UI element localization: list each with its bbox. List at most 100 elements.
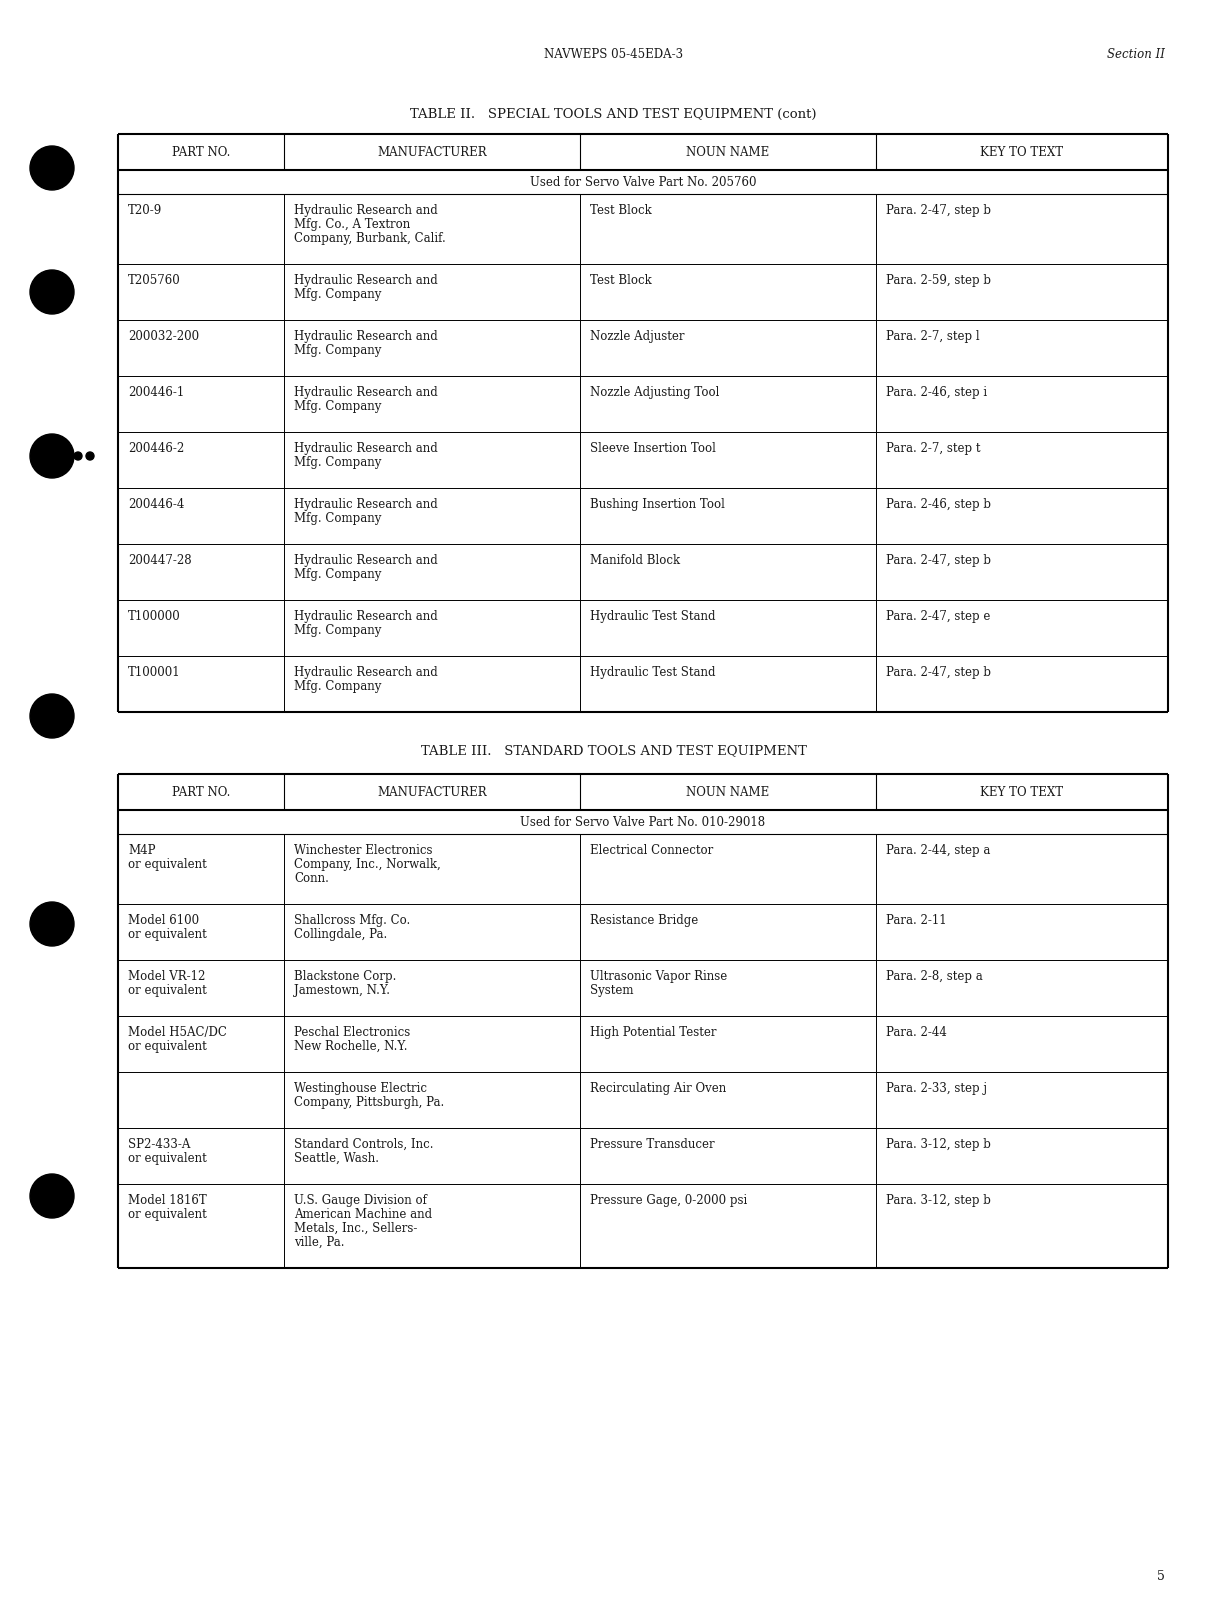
Text: Westinghouse Electric: Westinghouse Electric	[294, 1081, 427, 1096]
Text: Blackstone Corp.: Blackstone Corp.	[294, 969, 396, 984]
Circle shape	[29, 146, 74, 191]
Text: M4P: M4P	[128, 844, 156, 857]
Text: 5: 5	[1157, 1570, 1164, 1583]
Text: TABLE III.   STANDARD TOOLS AND TEST EQUIPMENT: TABLE III. STANDARD TOOLS AND TEST EQUIP…	[421, 743, 806, 758]
Text: Collingdale, Pa.: Collingdale, Pa.	[294, 928, 388, 940]
Circle shape	[74, 452, 82, 460]
Text: Mfg. Company: Mfg. Company	[294, 569, 382, 582]
Text: PART NO.: PART NO.	[172, 785, 231, 798]
Text: MANUFACTURER: MANUFACTURER	[377, 146, 487, 159]
Text: or equivalent: or equivalent	[128, 1152, 207, 1165]
Text: or equivalent: or equivalent	[128, 928, 207, 940]
Circle shape	[29, 902, 74, 947]
Text: Electrical Connector: Electrical Connector	[590, 844, 713, 857]
Text: U.S. Gauge Division of: U.S. Gauge Division of	[294, 1193, 427, 1206]
Text: 200032-200: 200032-200	[128, 330, 199, 343]
Text: KEY TO TEXT: KEY TO TEXT	[980, 785, 1064, 798]
Text: T205760: T205760	[128, 274, 180, 287]
Text: Bushing Insertion Tool: Bushing Insertion Tool	[590, 498, 725, 511]
Text: Pressure Transducer: Pressure Transducer	[590, 1137, 714, 1150]
Text: Para. 2-44, step a: Para. 2-44, step a	[886, 844, 990, 857]
Text: Mfg. Company: Mfg. Company	[294, 679, 382, 694]
Text: Model 1816T: Model 1816T	[128, 1193, 207, 1206]
Text: Para. 2-46, step i: Para. 2-46, step i	[886, 386, 988, 399]
Circle shape	[29, 271, 74, 314]
Text: Para. 2-59, step b: Para. 2-59, step b	[886, 274, 991, 287]
Text: Peschal Electronics: Peschal Electronics	[294, 1025, 410, 1040]
Text: 200446-1: 200446-1	[128, 386, 184, 399]
Text: PART NO.: PART NO.	[172, 146, 231, 159]
Text: 200447-28: 200447-28	[128, 554, 191, 567]
Text: Para. 3-12, step b: Para. 3-12, step b	[886, 1137, 991, 1150]
Circle shape	[29, 434, 74, 477]
Text: Model H5AC/DC: Model H5AC/DC	[128, 1025, 227, 1040]
Text: Company, Inc., Norwalk,: Company, Inc., Norwalk,	[294, 859, 440, 871]
Text: New Rochelle, N.Y.: New Rochelle, N.Y.	[294, 1040, 407, 1053]
Text: Hydraulic Research and: Hydraulic Research and	[294, 442, 438, 455]
Text: Standard Controls, Inc.: Standard Controls, Inc.	[294, 1137, 433, 1150]
Text: System: System	[590, 984, 633, 996]
Text: Hydraulic Test Stand: Hydraulic Test Stand	[590, 666, 715, 679]
Text: Conn.: Conn.	[294, 871, 329, 884]
Text: Hydraulic Research and: Hydraulic Research and	[294, 330, 438, 343]
Text: Jamestown, N.Y.: Jamestown, N.Y.	[294, 984, 390, 996]
Text: Test Block: Test Block	[590, 274, 652, 287]
Text: High Potential Tester: High Potential Tester	[590, 1025, 717, 1040]
Text: Ultrasonic Vapor Rinse: Ultrasonic Vapor Rinse	[590, 969, 728, 984]
Text: Hydraulic Research and: Hydraulic Research and	[294, 554, 438, 567]
Text: NOUN NAME: NOUN NAME	[686, 146, 769, 159]
Circle shape	[29, 1174, 74, 1218]
Text: Para. 2-47, step e: Para. 2-47, step e	[886, 610, 990, 623]
Text: Sleeve Insertion Tool: Sleeve Insertion Tool	[590, 442, 715, 455]
Text: Hydraulic Research and: Hydraulic Research and	[294, 386, 438, 399]
Text: Pressure Gage, 0-2000 psi: Pressure Gage, 0-2000 psi	[590, 1193, 747, 1206]
Text: Winchester Electronics: Winchester Electronics	[294, 844, 432, 857]
Text: Hydraulic Research and: Hydraulic Research and	[294, 203, 438, 216]
Text: NAVWEPS 05-45EDA-3: NAVWEPS 05-45EDA-3	[544, 48, 683, 61]
Text: Para. 2-7, step l: Para. 2-7, step l	[886, 330, 979, 343]
Circle shape	[86, 452, 94, 460]
Text: American Machine and: American Machine and	[294, 1208, 432, 1221]
Text: Hydraulic Research and: Hydraulic Research and	[294, 666, 438, 679]
Text: Mfg. Company: Mfg. Company	[294, 457, 382, 469]
Text: Company, Burbank, Calif.: Company, Burbank, Calif.	[294, 232, 445, 245]
Text: Resistance Bridge: Resistance Bridge	[590, 915, 698, 928]
Text: Para. 2-11: Para. 2-11	[886, 915, 947, 928]
Text: Section II: Section II	[1107, 48, 1164, 61]
Text: Recirculating Air Oven: Recirculating Air Oven	[590, 1081, 726, 1096]
Text: NOUN NAME: NOUN NAME	[686, 785, 769, 798]
Text: Used for Servo Valve Part No. 205760: Used for Servo Valve Part No. 205760	[530, 176, 756, 189]
Text: T100001: T100001	[128, 666, 180, 679]
Text: Mfg. Company: Mfg. Company	[294, 625, 382, 638]
Text: Para. 2-7, step t: Para. 2-7, step t	[886, 442, 980, 455]
Text: Hydraulic Research and: Hydraulic Research and	[294, 610, 438, 623]
Text: Used for Servo Valve Part No. 010-29018: Used for Servo Valve Part No. 010-29018	[520, 815, 766, 828]
Text: SP2-433-A: SP2-433-A	[128, 1137, 190, 1150]
Text: Mfg. Company: Mfg. Company	[294, 400, 382, 413]
Circle shape	[29, 694, 74, 739]
Text: TABLE II.   SPECIAL TOOLS AND TEST EQUIPMENT (cont): TABLE II. SPECIAL TOOLS AND TEST EQUIPME…	[410, 107, 817, 122]
Text: Hydraulic Research and: Hydraulic Research and	[294, 274, 438, 287]
Text: Para. 2-46, step b: Para. 2-46, step b	[886, 498, 991, 511]
Text: Mfg. Co., A Textron: Mfg. Co., A Textron	[294, 218, 410, 231]
Text: Shallcross Mfg. Co.: Shallcross Mfg. Co.	[294, 915, 410, 928]
Text: or equivalent: or equivalent	[128, 859, 207, 871]
Text: T100000: T100000	[128, 610, 180, 623]
Text: Mfg. Company: Mfg. Company	[294, 288, 382, 301]
Text: Hydraulic Research and: Hydraulic Research and	[294, 498, 438, 511]
Text: or equivalent: or equivalent	[128, 984, 207, 996]
Text: Nozzle Adjusting Tool: Nozzle Adjusting Tool	[590, 386, 719, 399]
Text: 200446-2: 200446-2	[128, 442, 184, 455]
Text: KEY TO TEXT: KEY TO TEXT	[980, 146, 1064, 159]
Text: Company, Pittsburgh, Pa.: Company, Pittsburgh, Pa.	[294, 1096, 444, 1109]
Text: Para. 2-8, step a: Para. 2-8, step a	[886, 969, 983, 984]
Text: or equivalent: or equivalent	[128, 1208, 207, 1221]
Text: ville, Pa.: ville, Pa.	[294, 1237, 345, 1250]
Text: 200446-4: 200446-4	[128, 498, 184, 511]
Text: Para. 2-33, step j: Para. 2-33, step j	[886, 1081, 987, 1096]
Text: Manifold Block: Manifold Block	[590, 554, 680, 567]
Text: Para. 2-47, step b: Para. 2-47, step b	[886, 666, 991, 679]
Text: Mfg. Company: Mfg. Company	[294, 513, 382, 525]
Text: Metals, Inc., Sellers-: Metals, Inc., Sellers-	[294, 1222, 417, 1235]
Text: Para. 3-12, step b: Para. 3-12, step b	[886, 1193, 991, 1206]
